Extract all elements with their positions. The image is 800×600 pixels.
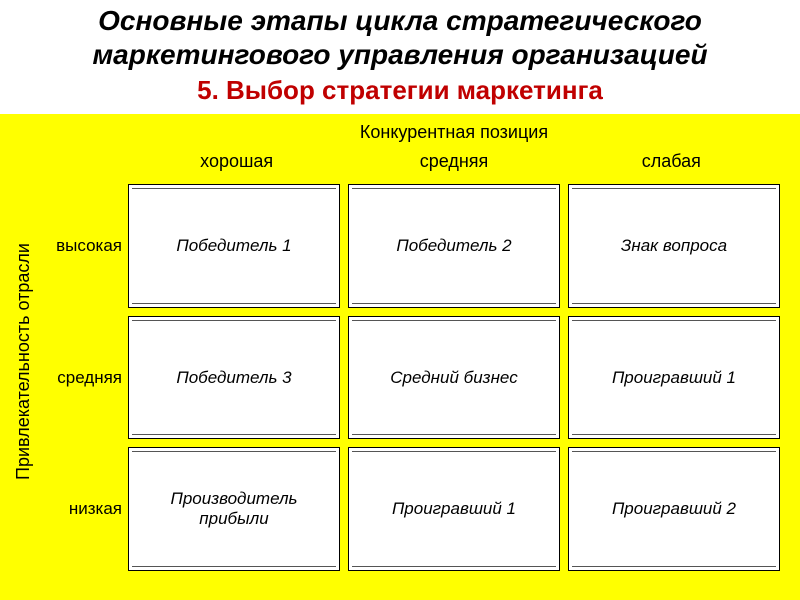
cells-row: Производитель прибыли Проигравший 1 Прои… (128, 443, 780, 575)
subtitle: 5. Выбор стратегии маркетинга (30, 75, 770, 106)
y-axis: Привлекательность отрасли (8, 147, 38, 575)
column-header: слабая (563, 147, 780, 180)
matrix-cell: Проигравший 2 (568, 447, 780, 571)
matrix-cell: Средний бизнес (348, 316, 560, 440)
column-headers: хорошая средняя слабая (128, 147, 780, 180)
row-header: высокая (38, 180, 128, 312)
matrix-area: Конкурентная позиция Привлекательность о… (0, 114, 800, 600)
slide-container: Основные этапы цикла стратегического мар… (0, 0, 800, 600)
grid-content: хорошая средняя слабая высокая Победител… (38, 147, 780, 575)
cells-row: Победитель 3 Средний бизнес Проигравший … (128, 312, 780, 444)
row-header: низкая (38, 443, 128, 575)
matrix-row: низкая Производитель прибыли Проигравший… (38, 443, 780, 575)
column-header: средняя (345, 147, 562, 180)
matrix-row: средняя Победитель 3 Средний бизнес Прои… (38, 312, 780, 444)
matrix-rows: высокая Победитель 1 Победитель 2 Знак в… (38, 180, 780, 575)
matrix-cell: Проигравший 1 (568, 316, 780, 440)
grid-wrapper: Привлекательность отрасли хорошая средня… (8, 147, 780, 575)
title-block: Основные этапы цикла стратегического мар… (0, 0, 800, 114)
matrix-cell: Победитель 2 (348, 184, 560, 308)
left-axis-label: Привлекательность отрасли (13, 243, 34, 480)
matrix-row: высокая Победитель 1 Победитель 2 Знак в… (38, 180, 780, 312)
matrix-cell: Проигравший 1 (348, 447, 560, 571)
matrix-cell: Производитель прибыли (128, 447, 340, 571)
main-title: Основные этапы цикла стратегического мар… (30, 4, 770, 71)
row-header: средняя (38, 312, 128, 444)
column-header: хорошая (128, 147, 345, 180)
matrix-cell: Победитель 1 (128, 184, 340, 308)
matrix-cell: Знак вопроса (568, 184, 780, 308)
cells-row: Победитель 1 Победитель 2 Знак вопроса (128, 180, 780, 312)
matrix-cell: Победитель 3 (128, 316, 340, 440)
top-axis-label: Конкурентная позиция (128, 122, 780, 143)
